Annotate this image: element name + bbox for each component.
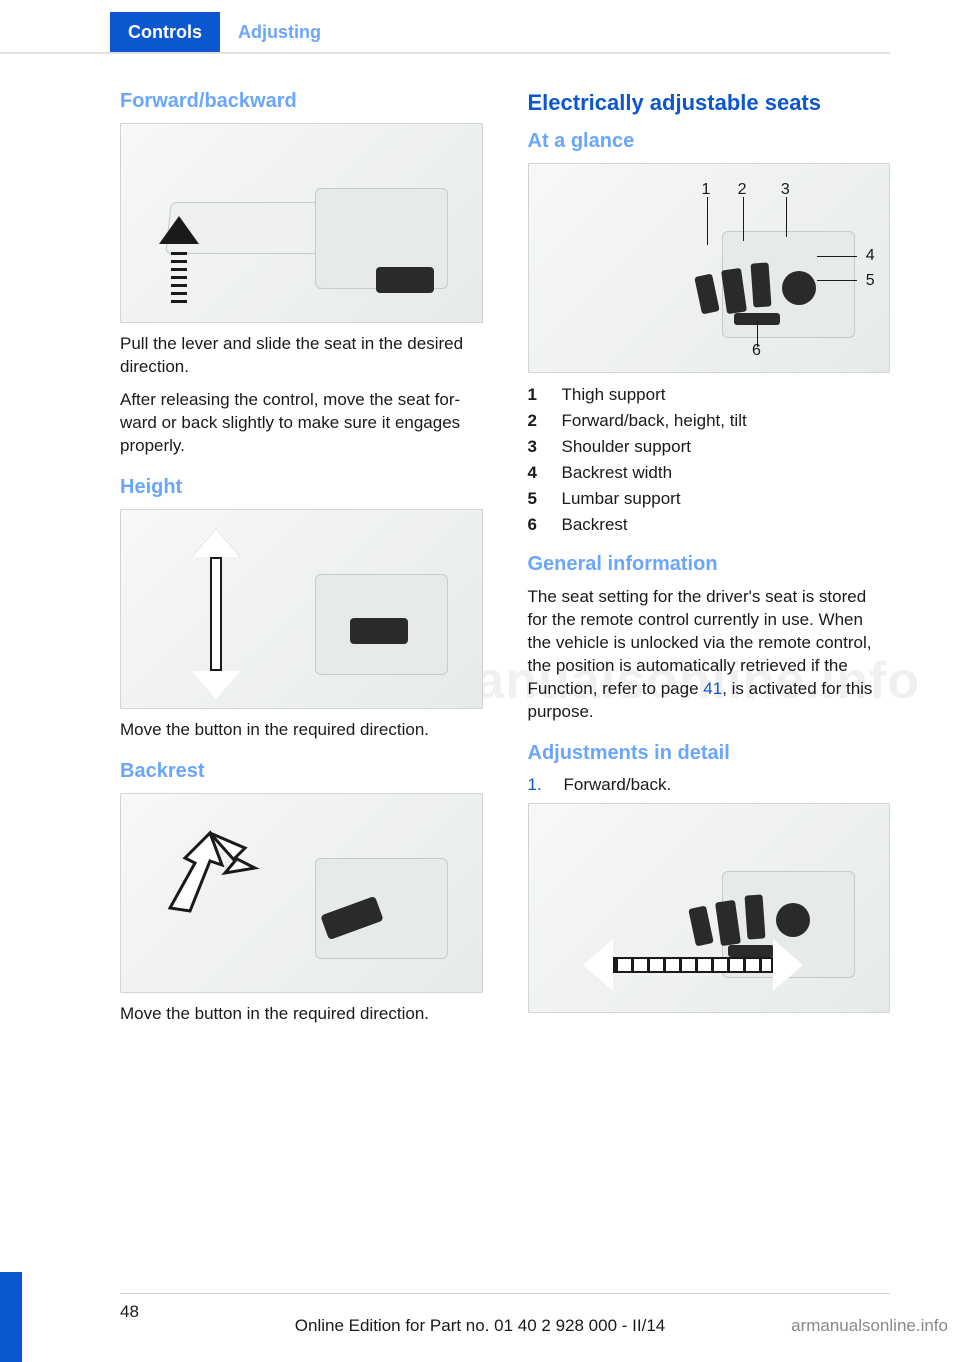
ol-num: 1. — [528, 775, 552, 795]
figure-at-a-glance: 1 2 3 4 5 6 — [528, 163, 891, 373]
page: Controls Adjusting carmanualsonline.info… — [0, 0, 960, 1362]
para-height-1: Move the button in the required directio… — [120, 719, 483, 742]
heading-height: Height — [120, 476, 483, 499]
right-column: Electrically adjustable seats At a glanc… — [528, 90, 891, 1272]
left-column: Forward/backward Pull the lever and slid… — [120, 90, 483, 1272]
ol-item-1: 1. Forward/back. — [528, 775, 891, 795]
heading-at-a-glance: At a glance — [528, 130, 891, 153]
legend-item-3: 3Shoulder support — [528, 437, 891, 457]
header-bar: Controls Adjusting — [0, 12, 960, 52]
heading-general-info: General information — [528, 553, 891, 576]
figure-forward-backward — [120, 123, 483, 323]
callout-num-2: 2 — [738, 181, 747, 199]
para-forward-backward-1: Pull the lever and slide the seat in the… — [120, 333, 483, 379]
legend-label: Forward/back, height, tilt — [562, 411, 747, 431]
callout-num-5: 5 — [866, 272, 875, 290]
arrow-vertical-icon — [186, 529, 246, 699]
arrow-horizontal-icon — [583, 935, 803, 995]
breadcrumb-secondary: Adjusting — [220, 12, 339, 52]
callout-overlay: 1 2 3 4 5 6 — [529, 164, 890, 372]
header-left-margin — [0, 12, 110, 52]
legend-label: Backrest — [562, 515, 628, 535]
arrow-up-icon — [157, 216, 201, 306]
legend-label: Shoulder support — [562, 437, 691, 457]
breadcrumb-primary: Controls — [110, 12, 220, 52]
ol-label: Forward/back. — [564, 775, 672, 795]
seat-illustration — [135, 522, 468, 696]
legend-label: Backrest width — [562, 463, 673, 483]
legend-item-6: 6Backrest — [528, 515, 891, 535]
figure-forward-back-electric — [528, 803, 891, 1013]
heading-adjustments-detail: Adjustments in detail — [528, 742, 891, 765]
legend-label: Thigh support — [562, 385, 666, 405]
callout-num-1: 1 — [702, 181, 711, 199]
callout-num-3: 3 — [781, 181, 790, 199]
figure-backrest — [120, 793, 483, 993]
para-general-info: The seat setting for the driver's seat i… — [528, 586, 891, 724]
para-backrest-1: Move the button in the required directio… — [120, 1003, 483, 1026]
header-rule — [0, 52, 890, 54]
callout-num-4: 4 — [866, 247, 875, 265]
para-forward-backward-2: After releasing the control, move the se… — [120, 389, 483, 458]
heading-forward-backward: Forward/backward — [120, 90, 483, 113]
legend-item-5: 5Lumbar support — [528, 489, 891, 509]
legend-item-1: 1Thigh support — [528, 385, 891, 405]
footer-rule — [120, 1293, 890, 1294]
content-area: Forward/backward Pull the lever and slid… — [120, 90, 890, 1272]
callout-legend: 1Thigh support 2Forward/back, height, ti… — [528, 385, 891, 535]
page-ref-link[interactable]: 41 — [703, 679, 722, 698]
heading-backrest: Backrest — [120, 760, 483, 783]
footer-watermark-corner: armanualsonline.info — [791, 1316, 948, 1336]
legend-label: Lumbar support — [562, 489, 681, 509]
legend-item-2: 2Forward/back, height, tilt — [528, 411, 891, 431]
arrow-tilt-icon — [150, 813, 270, 933]
figure-height — [120, 509, 483, 709]
heading-electric-seats: Electrically adjustable seats — [528, 90, 891, 116]
legend-item-4: 4Backrest width — [528, 463, 891, 483]
